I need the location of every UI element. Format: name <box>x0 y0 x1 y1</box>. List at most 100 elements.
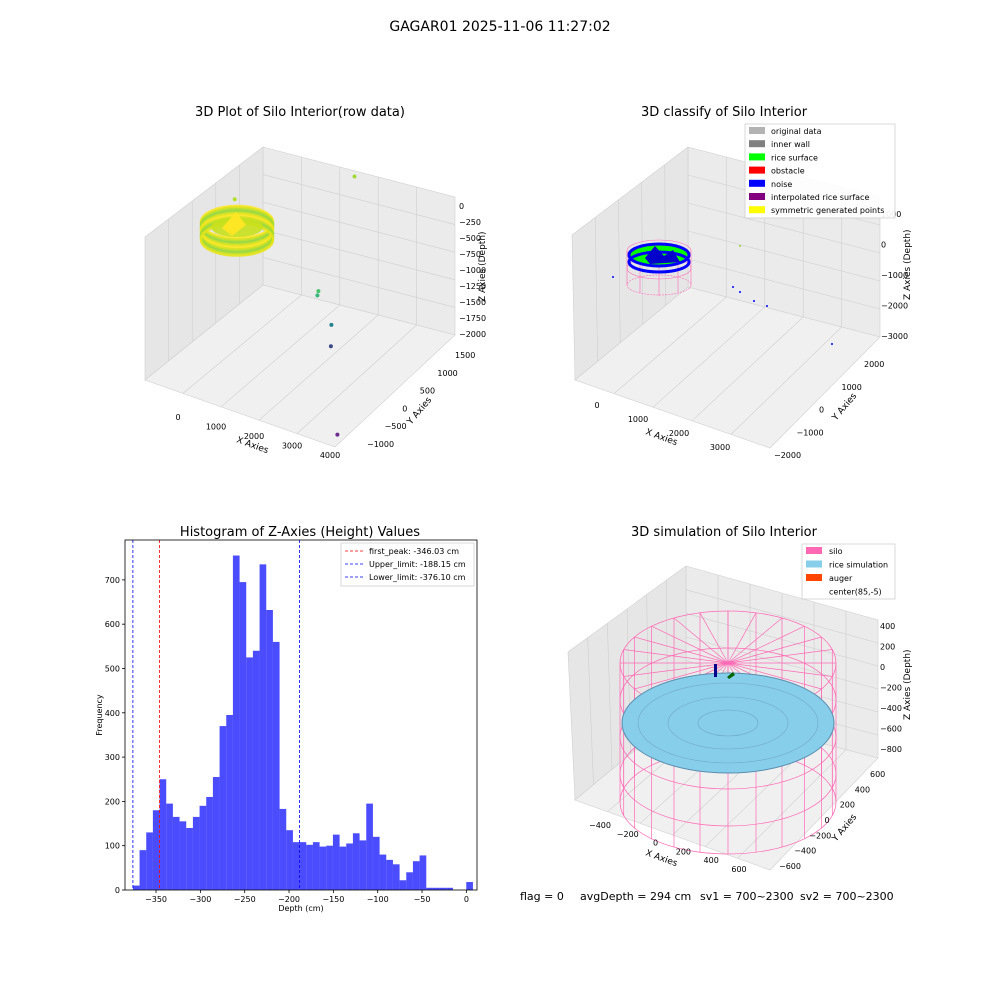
histogram-bar <box>252 650 260 890</box>
classify3d-x-tick: 3000 <box>710 443 730 452</box>
histogram-y-tick: 700 <box>105 576 120 585</box>
histogram-bar <box>166 803 173 890</box>
figure-suptitle: GAGAR01 2025-11-06 11:27:02 <box>389 19 610 35</box>
histogram-bar <box>152 810 160 890</box>
classify3d-x-tick: 0 <box>594 401 599 410</box>
status-footer: flag = 0 avgDepth = 294 cm sv1 = 700~230… <box>520 890 894 903</box>
sim3d-legend-swatch <box>806 547 822 554</box>
footer-flag: flag = 0 <box>520 890 564 903</box>
histogram-bar <box>186 827 193 890</box>
histogram-bar <box>432 887 440 890</box>
histogram-legend: first_peak: -346.03 cm Upper_limit: -188.… <box>340 542 475 587</box>
sim3d-panel: 3D simulation of Silo Interior −400 −200 0… <box>567 525 913 874</box>
histogram-bar <box>379 854 387 890</box>
histogram-bar <box>179 821 187 890</box>
sim3d-z-tick: 0 <box>880 663 885 672</box>
sim3d-legend-label: silo <box>829 547 843 556</box>
sim3d-x-tick: −200 <box>617 830 639 839</box>
histogram-bar <box>392 864 400 890</box>
classify3d-legend-label: inner wall <box>771 140 810 149</box>
raw3d-point <box>329 322 334 327</box>
histogram-bar <box>412 861 420 890</box>
sim3d-auger <box>714 664 735 679</box>
classify3d-legend-swatch <box>749 166 765 174</box>
sim3d-y-tick: −600 <box>779 862 801 871</box>
histogram-bar <box>466 882 473 890</box>
classify3d-y-tick: −1000 <box>797 428 824 437</box>
sim3d-legend-label: auger <box>829 574 853 583</box>
sim3d-title: 3D simulation of Silo Interior <box>631 525 818 540</box>
histogram-x-tick: −350 <box>145 895 167 904</box>
histogram-bar <box>312 842 320 890</box>
histogram-legend-label: Upper_limit: -188.15 cm <box>369 560 466 569</box>
histogram-y-tick: 600 <box>105 620 120 629</box>
classify3d-z-tick: −3000 <box>881 332 908 341</box>
raw3d-title: 3D Plot of Silo Interior(row data) <box>195 105 405 120</box>
histogram-bar <box>192 816 200 890</box>
classify3d-title: 3D classify of Silo Interior <box>641 105 808 120</box>
histogram-x-tick: −250 <box>234 895 256 904</box>
histogram-x-tick: −50 <box>414 895 431 904</box>
histogram-bar <box>399 880 407 890</box>
histogram-y-tick: 100 <box>105 842 120 851</box>
histogram-bar <box>159 779 167 890</box>
classify3d-z-tick: −1000 <box>881 271 908 280</box>
histogram-bar <box>232 555 240 890</box>
raw3d-point <box>316 289 321 294</box>
histogram-legend-label: first_peak: -346.03 cm <box>369 547 459 556</box>
histogram-bar <box>372 836 380 890</box>
raw3d-x-tick: 2000 <box>244 432 264 441</box>
classify3d-legend-swatch <box>749 153 765 161</box>
classify3d-rice-surface <box>627 242 691 274</box>
raw3d-point <box>232 197 237 202</box>
histogram-y-tick: 300 <box>105 753 120 762</box>
classify3d-legend-swatch <box>749 179 765 187</box>
histogram-bar <box>446 887 453 890</box>
histogram-panel: Histogram of Z-Axies (Height) Values −35… <box>95 525 478 913</box>
sim3d-x-tick: 600 <box>731 865 746 874</box>
raw3d-x-tick: 0 <box>175 413 180 422</box>
histogram-bar <box>292 842 300 890</box>
histogram-ylabel: Frequency <box>95 694 104 736</box>
classify3d-legend-swatch <box>749 206 765 214</box>
histogram-bar <box>246 657 253 890</box>
raw3d-y-tick: 0 <box>402 404 407 413</box>
sim3d-y-tick: −400 <box>794 847 816 856</box>
classify3d-legend-label: obstacle <box>771 167 805 176</box>
histogram-x-tick: −200 <box>278 895 300 904</box>
histogram-x-tick: −100 <box>367 895 389 904</box>
histogram-bar <box>286 830 293 890</box>
raw3d-z-tick: −500 <box>459 234 481 243</box>
histogram-y-tick: 200 <box>105 797 120 806</box>
histogram-bar <box>439 887 447 890</box>
histogram-bar <box>132 885 140 890</box>
histogram-bar <box>212 777 220 890</box>
histogram-bar <box>339 846 347 890</box>
sim3d-z-tick: 400 <box>880 622 895 631</box>
classify3d-y-tick: 1000 <box>842 383 862 392</box>
sim3d-z-tick: 200 <box>880 643 895 652</box>
sim3d-x-tick: −400 <box>589 821 611 830</box>
raw3d-x-tick: 3000 <box>282 442 302 451</box>
sim3d-rice-simulation <box>621 672 835 774</box>
raw3d-y-tick: 1500 <box>455 351 475 360</box>
raw3d-z-tick: −1000 <box>459 266 486 275</box>
histogram-frame <box>124 539 478 891</box>
histogram-bar <box>299 842 307 890</box>
classify3d-silo-wireframe <box>626 239 692 296</box>
histogram-bar <box>172 816 180 890</box>
raw3d-point <box>335 432 340 437</box>
histogram-x-tick: −150 <box>322 895 344 904</box>
classify3d-legend-label: noise <box>771 180 792 189</box>
classify3d-legend-label: interpolated rice surface <box>771 193 869 202</box>
histogram-bar <box>199 805 207 890</box>
histogram-title: Histogram of Z-Axies (Height) Values <box>180 525 420 540</box>
raw3d-point <box>315 293 320 298</box>
raw3d-rice-cluster <box>199 204 275 257</box>
histogram-x-tick: −300 <box>189 895 211 904</box>
classify3d-legend-label: symmetric generated points <box>771 206 884 215</box>
sim3d-z-tick: −600 <box>880 725 902 734</box>
footer-sv1: sv1 = 700~2300 <box>700 890 794 903</box>
histogram-bar <box>346 843 353 890</box>
